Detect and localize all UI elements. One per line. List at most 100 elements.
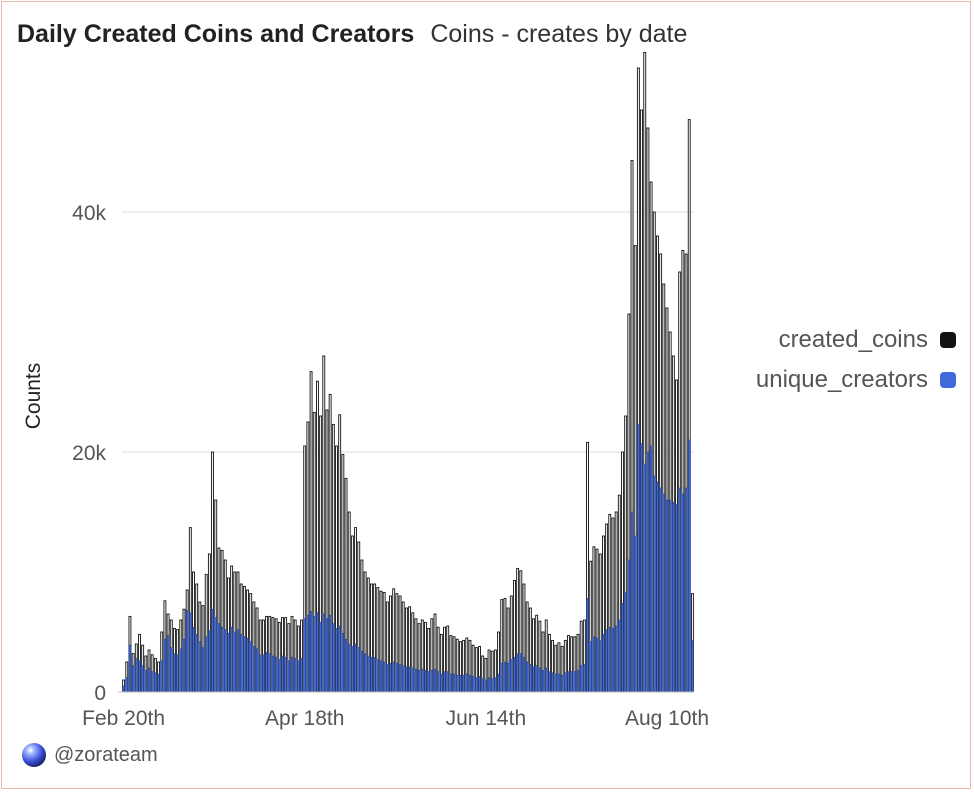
bar-unique-creators [421,668,424,693]
bar-unique-creators [157,673,160,693]
bar-unique-creators [602,634,605,693]
bar-unique-creators [297,660,300,693]
bar-unique-creators [583,664,586,693]
y-tick-label: 40k [72,202,106,225]
bar-unique-creators [484,679,488,693]
bar-unique-creators [147,667,151,693]
bar-unique-creators [557,673,561,693]
legend-swatch [940,372,956,388]
bar-unique-creators [220,626,224,693]
bar-unique-creators [185,610,189,693]
bar-unique-creators [163,638,167,693]
bar-unique-creators [239,634,243,693]
bar-unique-creators [471,676,475,693]
bar-unique-creators [306,614,310,693]
bar-unique-creators [567,671,570,693]
bar-unique-creators [643,463,646,693]
bar-unique-creators [246,637,249,693]
bar-unique-creators [347,643,351,693]
bar-unique-creators [255,648,259,693]
bar-unique-creators [672,502,675,693]
chart-legend: created_coins unique_creators [756,320,956,400]
bar-unique-creators [398,664,402,693]
bars [122,51,694,693]
bar-unique-creators [649,445,653,693]
bar-unique-creators [300,658,303,693]
bar-unique-creators [570,671,573,693]
bar-unique-creators [688,439,691,693]
bar-unique-creators [122,685,125,693]
bar-unique-creators [424,670,427,693]
bar-unique-creators [259,654,262,693]
bar-unique-creators [573,671,577,693]
bar-unique-creators [405,666,408,693]
bar-unique-creators [446,671,449,693]
bar-unique-creators [691,640,694,693]
footer-handle: @zorateam [54,743,158,766]
bar-unique-creators [281,655,284,693]
bar-unique-creators [433,668,437,693]
bar-unique-creators [456,674,459,693]
bar-unique-creators [541,670,545,693]
bar-unique-creators [128,644,132,693]
bar-unique-creators [192,626,195,693]
x-tick-label: Apr 18th [265,707,344,730]
bar-unique-creators [376,659,380,693]
bar-unique-creators [249,641,252,693]
bar-unique-creators [614,625,618,693]
bar-unique-creators [252,646,256,693]
bar-unique-creators [360,650,364,693]
bar-unique-creators [414,668,418,693]
bar-unique-creators [462,674,465,693]
bar-unique-creators [382,661,386,693]
bar-unique-creators [341,632,345,693]
bar-unique-creators [208,630,211,693]
bar-unique-creators [449,673,453,693]
bar-unique-creators [367,655,370,693]
bar-unique-creators [284,656,287,693]
chart-subtitle: Coins - creates by date [430,20,688,48]
bar-unique-creators [656,481,659,693]
bar-unique-creators [150,671,154,693]
bar-unique-creators [316,612,319,693]
bar-unique-creators [214,617,217,693]
legend-item-created-coins[interactable]: created_coins [756,320,956,360]
bar-unique-creators [452,673,456,693]
bar-unique-creators [513,656,516,693]
bar-unique-creators [443,671,446,693]
legend-item-unique-creators[interactable]: unique_creators [756,360,956,400]
bar-unique-creators [135,658,138,693]
bar-unique-creators [278,659,281,693]
zora-orb-icon [22,743,46,767]
bar-unique-creators [637,424,640,693]
y-tick-label: 20k [72,442,106,465]
bar-unique-creators [189,612,192,693]
bar-unique-creators [497,673,500,693]
bar-unique-creators [204,636,208,693]
bar-unique-creators [481,678,484,693]
bar-unique-creators [684,487,688,693]
bar-unique-creators [500,662,503,693]
bar-unique-creators [370,656,373,693]
bar-unique-creators [459,674,462,693]
bar-unique-creators [354,643,357,693]
bar-unique-creators [525,661,529,693]
bar-unique-creators [170,647,173,693]
bar-unique-creators [198,641,202,693]
bar-unique-creators [621,602,624,693]
bar-unique-creators [659,487,662,693]
bar-unique-creators [395,662,399,693]
bar-unique-creators [468,674,472,693]
bar-unique-creators [309,611,313,693]
bar-unique-creators [490,678,494,693]
bar-unique-creators [243,636,246,693]
bar-unique-creators [182,638,186,693]
bar-unique-creators [516,653,519,693]
bar-unique-creators [332,623,335,693]
bar-unique-creators [529,664,532,693]
bar-unique-creators [510,659,513,693]
y-tick-label: 0 [94,682,106,705]
bar-unique-creators [287,660,291,693]
bar-unique-creators [179,648,183,693]
bar-unique-creators [427,671,430,693]
